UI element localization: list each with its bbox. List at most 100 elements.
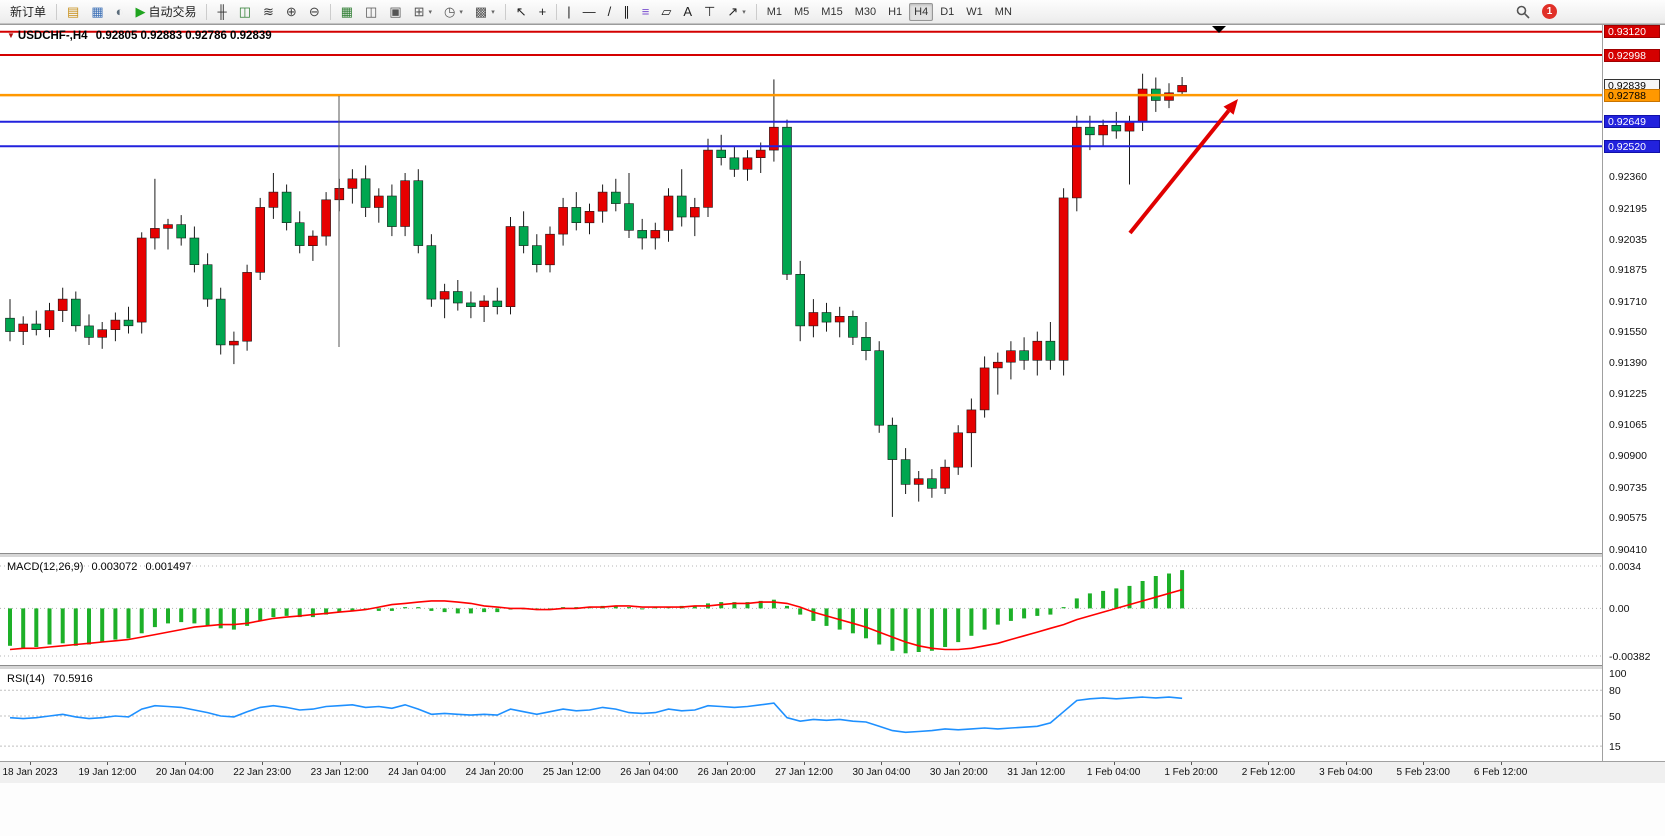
macd-header: MACD(12,26,9) 0.003072 0.001497 [7,561,191,573]
cascade-windows-icon: ▣ [389,3,402,19]
rsi-canvas[interactable] [0,670,1602,761]
shapes-icon[interactable]: ▱ [656,2,676,22]
vertical-line-icon: | [567,3,571,19]
time-tick [1423,762,1425,765]
autotrading-icon: ▶ [135,3,146,19]
timeframe-toolbar: M1 M5 M15 M30 H1 H4 D1 W1 MN [761,0,1018,24]
time-axis-label: 3 Feb 04:00 [1319,767,1373,778]
timeframe-m15-button[interactable]: M15 [821,5,843,18]
autotrading-button[interactable]: ▶ 自动交易 [130,2,201,22]
horizontal-line-icon[interactable]: — [578,2,601,22]
candlestick-chart-icon[interactable]: ◫ [234,2,256,22]
notification-badge[interactable]: 1 [1542,4,1557,19]
time-axis-label: 24 Jan 20:00 [465,767,524,778]
timeframe-m30-button[interactable]: M30 [854,5,877,18]
line-chart-icon: ≋ [263,3,274,19]
crosshair-icon: + [538,3,547,19]
search-icon[interactable] [1516,5,1530,19]
shapes-icon: ▱ [661,3,672,19]
time-axis-label: 27 Jan 12:00 [775,767,833,778]
zoom-out-icon[interactable]: ⊖ [304,2,325,22]
equidistant-channel-icon[interactable]: ∥ [618,2,635,22]
price-tag: 0.92520 [1604,139,1660,153]
timeframe-h1-button[interactable]: H1 [888,5,903,18]
navigator-icon[interactable]: ◐ [111,2,129,22]
timeframe-d1-button[interactable]: D1 [940,5,955,18]
time-tick [1268,762,1270,765]
time-axis-label: 30 Jan 20:00 [929,767,988,778]
pane-divider[interactable] [0,553,1665,558]
time-tick [1113,762,1115,765]
rsi-axis-label: 80 [1609,684,1621,697]
trendline-icon[interactable]: / [603,2,617,22]
time-tick [494,762,496,765]
text-label-icon: ⊤ [703,3,716,19]
timeframe-m5-button[interactable]: M5 [794,5,810,18]
time-tick [1500,762,1502,765]
text-label-icon[interactable]: ⊤ [699,2,720,22]
bar-chart-icon[interactable]: ╫ [212,2,231,22]
cursor-icon: ↖ [515,3,527,19]
main-chart-canvas[interactable] [0,25,1602,553]
rsi-value: 70.5916 [52,673,93,685]
toolbar-separator [755,3,757,20]
data-window-icon[interactable]: ▦ [86,2,108,22]
price-axis[interactable]: 0.92360 0.92195 0.92035 0.91875 0.91710 0.915… [1602,25,1665,783]
vertical-line-icon[interactable]: | [562,2,575,22]
rsi-header: RSI(14) 70.5916 [7,673,93,685]
new-order-button[interactable]: 新订单 [5,2,51,22]
bar-chart-icon: ╫ [217,3,227,19]
new-chart-icon[interactable]: ⊞ ▾ [409,2,437,22]
arrows-icon[interactable]: ↗ ▾ [722,2,750,22]
indicators-icon: ▦ [340,3,354,19]
time-tick [184,762,186,765]
macd-canvas[interactable] [0,558,1602,665]
macd-axis-label: 0.0034 [1609,560,1642,573]
time-tick [1036,762,1038,765]
chart-window: ▼ USDCHF-,H4 0.92805 0.92883 0.92786 0.92… [0,24,1665,836]
price-axis-label: 0.90410 [1609,543,1647,556]
line-chart-icon[interactable]: ≋ [258,2,279,22]
price-tag: 0.92998 [1604,48,1660,62]
timeframe-mn-button[interactable]: MN [994,5,1012,18]
macd-main-value: 0.003072 [91,561,138,573]
cascade-windows-icon[interactable]: ▣ [384,2,406,22]
timeframe-h4-button[interactable]: H4 [909,2,934,21]
dropdown-caret-icon: ▾ [742,8,746,16]
timeframe-w1-button[interactable]: W1 [966,5,983,18]
zoom-out-icon: ⊖ [308,3,320,19]
zoom-in-icon[interactable]: ⊕ [281,2,302,22]
indicators-icon[interactable]: ▦ [336,2,358,22]
pane-divider[interactable] [0,665,1665,670]
time-tick [107,762,109,765]
macd-axis-label: 0.00 [1609,602,1630,615]
time-tick [804,762,805,765]
time-tick [571,762,573,765]
crosshair-icon[interactable]: + [534,2,552,22]
price-axis-label: 0.90735 [1609,481,1647,494]
rsi-label: RSI(14) [7,673,45,685]
price-axis-label: 0.91065 [1609,418,1647,431]
time-axis[interactable]: 18 Jan 2023 19 Jan 12:00 20 Jan 04:00 22 Ja… [0,761,1665,783]
time-tick [649,762,651,765]
chart-ohlc-values: 0.92805 0.92883 0.92786 0.92839 [95,30,272,42]
period-icon[interactable]: ◷ ▾ [439,2,468,22]
price-axis-label: 0.92035 [1609,233,1647,246]
time-axis-label: 1 Feb 04:00 [1086,767,1141,778]
dropdown-caret-icon: ▾ [491,8,495,16]
fibonacci-icon[interactable]: ≡ [637,2,655,22]
timeframe-m1-button[interactable]: M1 [766,5,783,18]
time-axis-label: 18 Jan 2023 [2,767,58,778]
templates-icon[interactable]: ▩ ▾ [470,2,500,22]
market-watch-icon[interactable]: ▤ [62,2,84,22]
tile-windows-icon[interactable]: ◫ [360,2,382,22]
price-axis-label: 0.90575 [1609,512,1647,525]
text-icon[interactable]: A [678,2,697,22]
price-tag: 0.92649 [1604,115,1660,129]
toolbar-separator [329,3,331,20]
rsi-axis-label: 100 [1609,667,1627,680]
cursor-icon[interactable]: ↖ [511,2,532,22]
main-toolbar: 新订单 ▤ ▦ ◐ ▶ 自动交易 ╫ ◫ ≋ ⊕ ⊖ ▦ ◫ ▣ ⊞ ▾ ◷ ▾ ▩ ▾ ↖ + | — / ∥ ≡ ▱ A ⊤ ↗ ▾ M1… [0,0,1665,24]
time-tick [958,762,960,765]
time-axis-label: 30 Jan 04:00 [852,767,911,778]
